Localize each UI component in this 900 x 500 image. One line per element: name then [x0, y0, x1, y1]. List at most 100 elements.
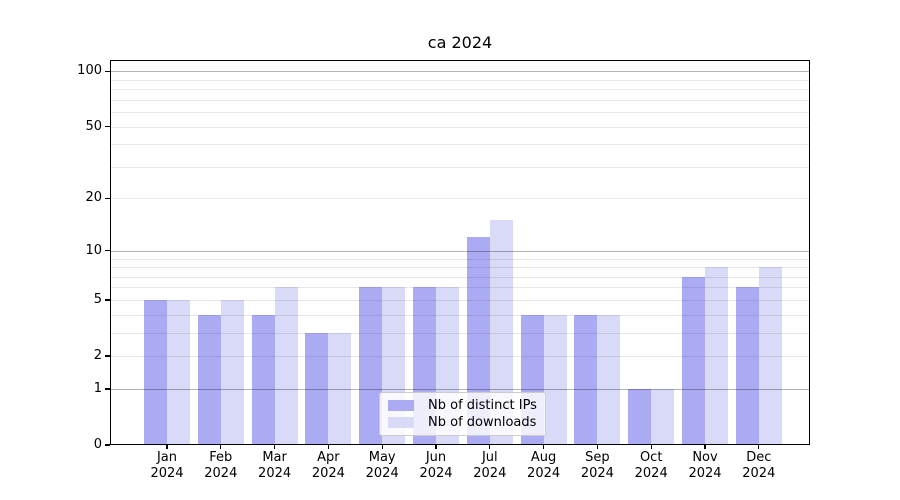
- gridline-minor: [110, 258, 810, 260]
- x-tick-month: Nov: [692, 450, 718, 465]
- x-tick-month: Apr: [317, 450, 340, 465]
- gridline-minor: [110, 267, 810, 269]
- plot-area: [110, 60, 810, 445]
- x-tick-year: 2024: [365, 466, 399, 481]
- bar-downloads-aug: [543, 314, 567, 445]
- x-tick-mark: [758, 445, 760, 449]
- y-tick-mark: [105, 197, 110, 200]
- legend-swatch-distinct-ips: [388, 400, 414, 411]
- bar-distinct-ips-apr: [305, 332, 329, 445]
- legend: Nb of distinct IPs Nb of downloads: [379, 392, 546, 436]
- x-tick-month: Jun: [425, 450, 447, 465]
- gridline-major: [110, 388, 810, 390]
- y-tick-label: 0: [93, 437, 102, 452]
- x-tick-label: Mar 2024: [247, 450, 303, 482]
- gridline-minor: [110, 112, 810, 114]
- bar-downloads-jan: [167, 299, 190, 445]
- legend-swatch-downloads: [388, 417, 414, 428]
- x-tick-mark: [704, 445, 706, 449]
- legend-label-distinct-ips: Nb of distinct IPs: [428, 398, 537, 413]
- x-tick-mark: [220, 445, 222, 449]
- gridline-minor: [110, 89, 810, 91]
- bar-distinct-ips-nov: [682, 276, 705, 445]
- y-tick-label: 5: [93, 291, 102, 307]
- x-tick-year: 2024: [419, 466, 453, 481]
- x-tick-label: Sep 2024: [569, 450, 625, 482]
- gridline-minor: [110, 299, 810, 301]
- x-tick-year: 2024: [204, 466, 238, 481]
- x-tick-label: Dec 2024: [731, 450, 787, 482]
- x-tick-label: Feb 2024: [193, 450, 249, 482]
- gridline-minor: [110, 144, 810, 146]
- bar-downloads-nov: [705, 267, 728, 445]
- y-tick-mark: [105, 444, 110, 446]
- x-tick-year: 2024: [742, 466, 776, 481]
- bar-distinct-ips-dec: [735, 287, 759, 445]
- y-tick-label: 2: [93, 348, 102, 364]
- x-tick-label: Jan 2024: [139, 450, 195, 482]
- bar-downloads-oct: [651, 388, 675, 445]
- gridline-minor: [110, 166, 810, 168]
- x-tick-mark: [543, 445, 545, 449]
- legend-item-distinct-ips: Nb of distinct IPs: [388, 398, 537, 413]
- x-tick-month: May: [368, 450, 396, 465]
- y-tick-label: 1: [93, 380, 102, 396]
- x-tick-label: Jul 2024: [462, 450, 518, 482]
- x-tick-year: 2024: [688, 466, 722, 481]
- x-tick-year: 2024: [311, 466, 345, 481]
- gridline-major: [110, 71, 810, 73]
- gridline-minor: [110, 276, 810, 278]
- x-tick-label: Aug 2024: [516, 450, 572, 482]
- x-tick-mark: [166, 445, 168, 449]
- legend-item-downloads: Nb of downloads: [388, 415, 537, 430]
- x-tick-month: Sep: [585, 450, 610, 465]
- bar-downloads-apr: [328, 332, 352, 445]
- bar-downloads-sep: [597, 314, 621, 445]
- y-tick-label: 100: [77, 63, 102, 79]
- x-tick-month: Mar: [262, 450, 287, 465]
- gridline-minor: [110, 332, 810, 334]
- gridline-minor: [110, 314, 810, 316]
- y-tick-label: 20: [85, 190, 102, 206]
- gridline-minor: [110, 287, 810, 289]
- x-tick-year: 2024: [473, 466, 507, 481]
- y-tick-mark: [105, 299, 110, 301]
- bar-downloads-feb: [220, 299, 244, 445]
- bar-distinct-ips-mar: [251, 314, 275, 445]
- x-tick-mark: [274, 445, 276, 449]
- bar-distinct-ips-feb: [197, 314, 221, 445]
- chart-title: ca 2024: [427, 33, 493, 52]
- y-tick-label: 10: [85, 242, 102, 258]
- x-tick-month: Jan: [156, 450, 178, 465]
- bar-downloads-jul: [489, 220, 513, 445]
- x-tick-month: Jul: [481, 450, 498, 465]
- gridline-major: [110, 250, 810, 252]
- x-tick-year: 2024: [580, 466, 614, 481]
- y-tick-label: 50: [85, 118, 102, 134]
- x-tick-year: 2024: [634, 466, 668, 481]
- bar-distinct-ips-oct: [628, 388, 652, 445]
- gridline-minor: [110, 79, 810, 81]
- x-tick-mark: [596, 445, 599, 449]
- x-tick-label: Oct 2024: [623, 450, 679, 482]
- x-tick-year: 2024: [527, 466, 561, 481]
- x-tick-mark: [381, 445, 383, 449]
- x-tick-month: Feb: [209, 450, 233, 465]
- legend-label-downloads: Nb of downloads: [428, 415, 537, 430]
- bar-distinct-ips-may: [359, 287, 383, 445]
- x-tick-mark: [435, 445, 437, 449]
- x-tick-label: Nov 2024: [677, 450, 733, 482]
- x-tick-label: May 2024: [354, 450, 410, 482]
- y-tick-mark: [105, 250, 110, 252]
- x-tick-month: Aug: [530, 450, 557, 465]
- x-tick-mark: [489, 445, 491, 449]
- x-tick-label: Jun 2024: [408, 450, 464, 482]
- gridline-minor: [110, 356, 810, 358]
- x-tick-month: Oct: [639, 450, 663, 465]
- x-tick-year: 2024: [258, 466, 292, 481]
- bar-downloads-mar: [274, 287, 298, 445]
- y-tick-mark: [105, 355, 110, 357]
- gridline-minor: [110, 126, 810, 128]
- bar-distinct-ips-jan: [144, 299, 167, 445]
- gridline-minor: [110, 198, 810, 200]
